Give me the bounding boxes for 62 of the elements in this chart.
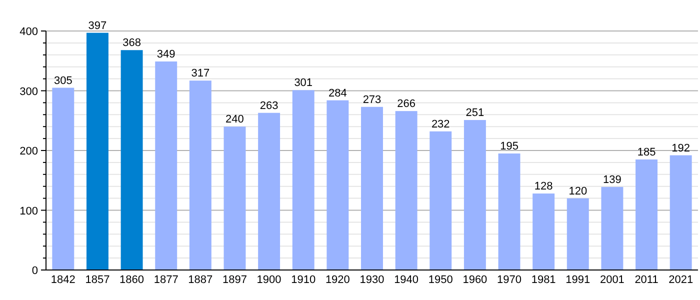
x-tick-label: 1950: [428, 274, 453, 286]
bar: [670, 155, 692, 270]
bar: [430, 131, 452, 270]
x-tick-label: 1887: [188, 274, 213, 286]
data-label: 317: [191, 68, 210, 80]
x-tick-label: 1981: [531, 274, 556, 286]
bar: [224, 126, 246, 270]
x-tick-label: 1930: [360, 274, 384, 286]
x-tick-label: 1857: [85, 274, 110, 286]
bar: [120, 50, 143, 270]
bar: [189, 80, 212, 270]
y-tick-label: 400: [20, 26, 38, 38]
y-tick-label: 300: [20, 86, 38, 98]
data-label: 305: [54, 74, 72, 87]
data-label: 139: [603, 174, 622, 186]
bar: [258, 112, 280, 270]
data-label: 232: [431, 118, 450, 130]
x-tick-label: 1842: [50, 274, 76, 286]
x-tick-label: 2001: [600, 274, 624, 286]
bar: [292, 90, 314, 270]
data-label: 128: [534, 180, 553, 193]
data-label: 263: [260, 100, 278, 112]
bar: [395, 111, 418, 270]
bar: [155, 61, 178, 270]
y-tick-label: 0: [32, 265, 38, 277]
x-tick-label: 1900: [256, 274, 282, 286]
data-label: 368: [122, 37, 141, 50]
bar: [361, 106, 383, 270]
x-tick-label: 1920: [325, 274, 350, 286]
data-label: 397: [88, 20, 107, 32]
x-tick-label: 1970: [497, 274, 522, 286]
bar: [566, 198, 589, 270]
data-label: 195: [500, 140, 518, 152]
bar: [52, 88, 74, 270]
bar: [636, 159, 658, 270]
data-label: 266: [397, 98, 416, 110]
data-label: 284: [328, 87, 347, 100]
data-label: 240: [226, 114, 244, 126]
y-tick-label: 100: [20, 205, 38, 218]
bar: [326, 100, 349, 270]
x-tick-label: 1991: [566, 274, 590, 286]
bar: [498, 153, 520, 270]
x-tick-label: 1860: [120, 274, 144, 286]
x-tick-label: 2011: [634, 274, 658, 286]
data-label: 301: [294, 77, 313, 90]
bar: [86, 32, 108, 270]
data-label: 349: [156, 48, 176, 60]
data-label: 120: [568, 185, 588, 198]
x-tick-label: 1940: [394, 274, 419, 286]
bar: [464, 120, 486, 270]
x-tick-label: 2021: [668, 274, 694, 286]
data-label: 273: [362, 94, 382, 106]
bar: [601, 186, 624, 270]
data-label: 192: [672, 142, 690, 154]
x-tick-label: 1910: [291, 274, 316, 286]
x-tick-label: 1877: [154, 274, 178, 286]
x-tick-label: 1897: [222, 274, 247, 286]
data-label: 185: [637, 146, 656, 158]
y-tick-label: 200: [20, 146, 38, 158]
bar: [532, 194, 555, 270]
x-tick-label: 1960: [462, 274, 488, 286]
data-label: 251: [466, 107, 484, 120]
